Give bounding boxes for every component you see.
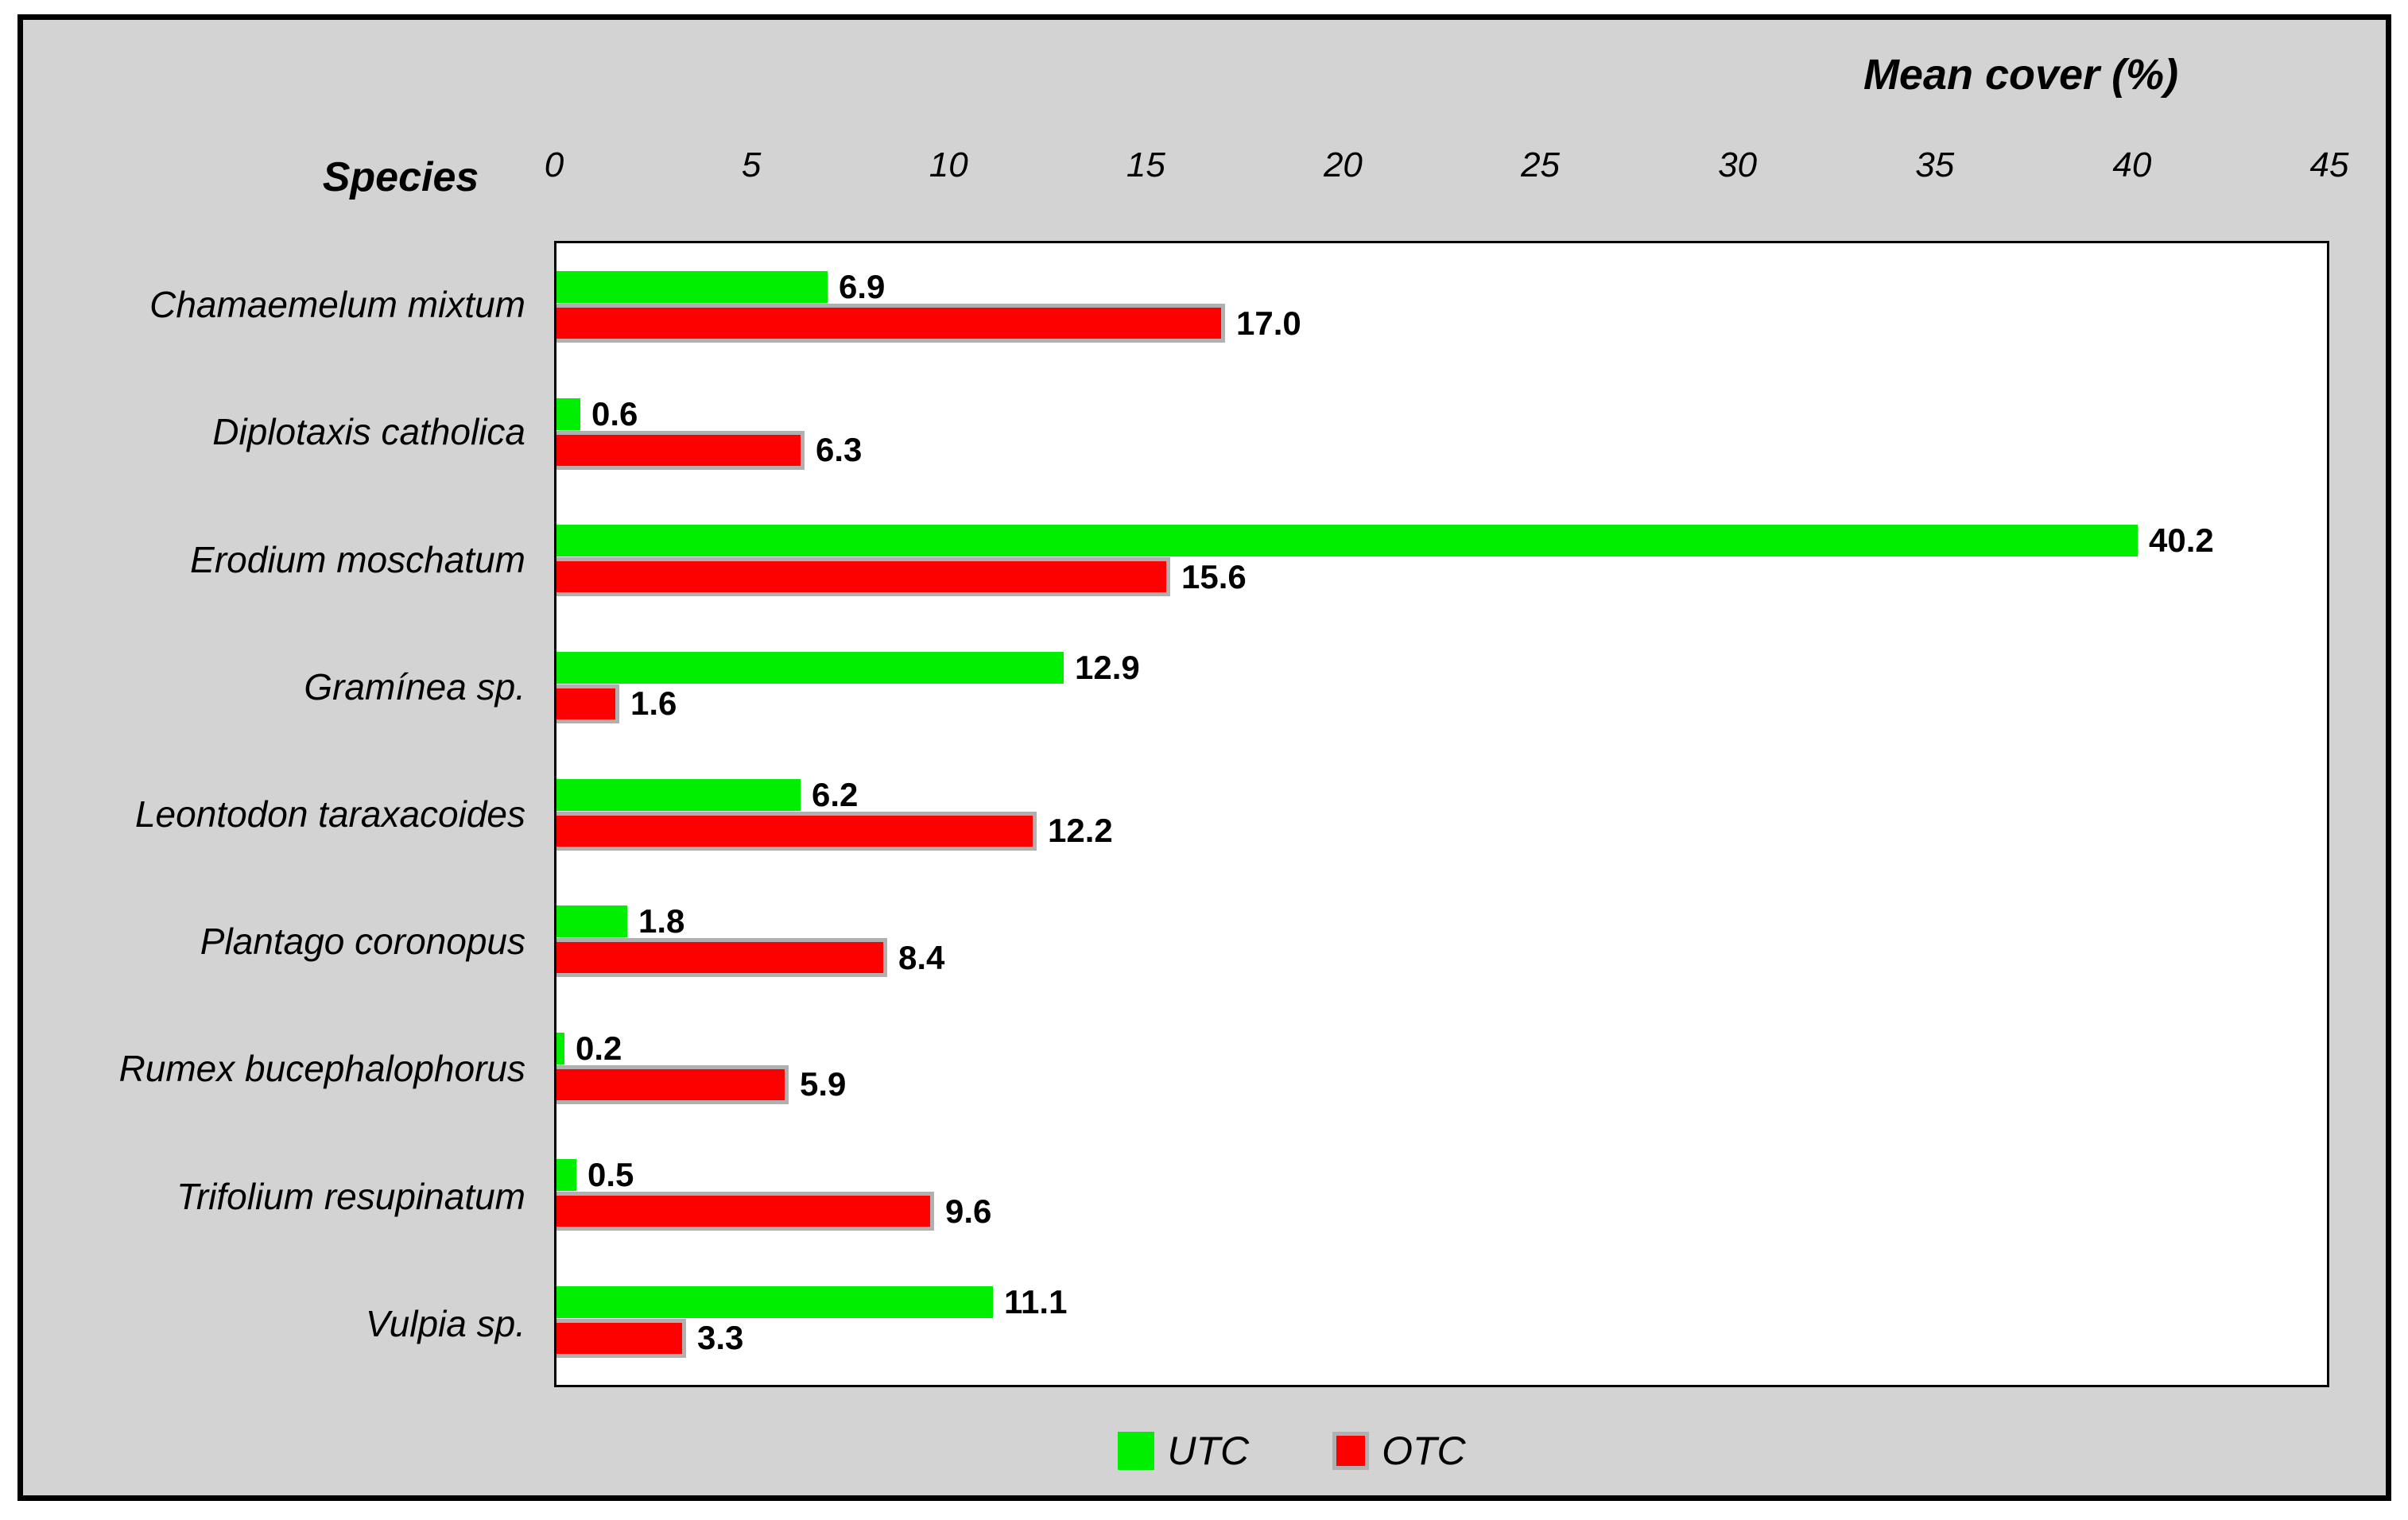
bar-row: 0.2 5.9 <box>556 1004 2327 1131</box>
bar-utc <box>556 271 828 304</box>
bar-line-utc: 6.2 <box>556 775 2327 813</box>
bar-row: 6.9 17.0 <box>556 243 2327 370</box>
value-label-utc: 0.5 <box>587 1156 634 1194</box>
bar-line-utc: 11.1 <box>556 1285 2327 1319</box>
x-tick-label: 15 <box>1126 145 1165 184</box>
value-label-utc: 40.2 <box>2149 522 2214 560</box>
bar-otc <box>556 1192 934 1231</box>
bar-otc <box>556 430 805 470</box>
legend-item-utc: UTC <box>1118 1431 1249 1471</box>
bar-otc <box>556 684 619 723</box>
value-label-utc: 0.2 <box>576 1029 622 1067</box>
bar-utc <box>556 1159 576 1192</box>
bar-line-utc: 0.2 <box>556 1029 2327 1067</box>
value-label-utc: 11.1 <box>1004 1282 1068 1320</box>
chart-figure: Mean cover (%) Species 0 5 10 15 20 25 30 35 40 4… <box>17 14 2391 1501</box>
bar-row: 11.1 3.3 <box>556 1258 2327 1386</box>
bar-utc <box>556 525 2138 557</box>
value-label-otc: 3.3 <box>697 1319 744 1357</box>
value-label-otc: 6.3 <box>816 431 863 469</box>
bar-utc <box>556 1285 993 1318</box>
bar-line-utc: 0.6 <box>556 397 2327 431</box>
bar-line-utc: 1.8 <box>556 905 2327 938</box>
category-label: Gramínea sp. <box>304 665 525 708</box>
legend-item-otc: OTC <box>1332 1431 1466 1471</box>
category-label-column: Chamaemelum mixtum Diplotaxis catholica Er… <box>23 241 525 1387</box>
value-label-utc: 6.2 <box>812 775 859 813</box>
bar-line-utc: 40.2 <box>556 524 2327 557</box>
legend-label: UTC <box>1167 1429 1250 1473</box>
category-label: Leontodon taraxacoides <box>134 793 525 835</box>
value-label-otc: 12.2 <box>1048 812 1113 850</box>
bar-row: 0.6 6.3 <box>556 370 2327 498</box>
legend: UTC OTC <box>111 1431 2408 1471</box>
x-tick-label: 40 <box>2112 145 2152 184</box>
bar-otc <box>556 938 887 978</box>
bar-otc <box>556 811 1037 851</box>
legend-swatch-otc <box>1332 1432 1370 1470</box>
bar-row: 40.2 15.6 <box>556 497 2327 624</box>
bar-otc <box>556 557 1170 597</box>
value-label-utc: 1.8 <box>638 902 685 940</box>
value-label-otc: 15.6 <box>1181 557 1247 595</box>
bar-line-otc: 9.6 <box>556 1192 2327 1231</box>
bar-utc <box>556 397 580 430</box>
value-label-otc: 17.0 <box>1236 304 1301 342</box>
category-label: Trifolium resupinatum <box>176 1175 525 1217</box>
bar-otc <box>556 304 1225 343</box>
bar-line-otc: 15.6 <box>556 557 2327 597</box>
legend-swatch-utc <box>1118 1432 1155 1470</box>
bar-otc <box>556 1318 686 1358</box>
value-label-otc: 1.6 <box>630 684 677 723</box>
x-tick-label: 35 <box>1915 145 1955 184</box>
bar-line-otc: 12.2 <box>556 811 2327 851</box>
x-tick-label: 5 <box>741 145 762 184</box>
value-label-utc: 12.9 <box>1075 648 1140 686</box>
bar-line-otc: 17.0 <box>556 304 2327 343</box>
plot-area: 6.9 17.0 0.6 6.3 40.2 15.6 12.9 1.6 6.2 12.2 1.8 8.… <box>554 241 2329 1387</box>
x-axis-title: Mean cover (%) <box>1863 51 2179 99</box>
category-label: Diplotaxis catholica <box>212 411 525 453</box>
x-tick-label: 45 <box>2309 145 2349 184</box>
bar-line-otc: 6.3 <box>556 430 2327 470</box>
bar-line-otc: 8.4 <box>556 938 2327 978</box>
bar-line-utc: 12.9 <box>556 648 2327 686</box>
value-label-otc: 9.6 <box>945 1192 992 1230</box>
category-label: Rumex bucephalophorus <box>118 1048 525 1090</box>
bar-utc <box>556 1032 564 1064</box>
x-tick-label: 0 <box>544 145 564 184</box>
bar-row: 6.2 12.2 <box>556 750 2327 878</box>
category-label: Vulpia sp. <box>365 1302 525 1344</box>
bar-line-otc: 1.6 <box>556 684 2327 723</box>
bar-row: 1.8 8.4 <box>556 878 2327 1005</box>
bar-utc <box>556 905 627 938</box>
value-label-utc: 6.9 <box>839 268 886 306</box>
bar-line-utc: 0.5 <box>556 1158 2327 1192</box>
x-tick-label: 25 <box>1521 145 1561 184</box>
legend-label: OTC <box>1382 1429 1466 1473</box>
bar-utc <box>556 651 1064 684</box>
value-label-utc: 0.6 <box>591 394 638 432</box>
x-tick-label: 30 <box>1718 145 1758 184</box>
x-axis-tick-row: 0 5 10 15 20 25 30 35 40 45 <box>545 145 2349 190</box>
category-label: Chamaemelum mixtum <box>149 284 525 326</box>
y-axis-title: Species <box>322 154 479 200</box>
x-tick-label: 10 <box>929 145 968 184</box>
bar-line-otc: 5.9 <box>556 1064 2327 1104</box>
bar-utc <box>556 778 801 811</box>
bar-row: 0.5 9.6 <box>556 1131 2327 1258</box>
bar-row: 12.9 1.6 <box>556 624 2327 751</box>
value-label-otc: 5.9 <box>800 1065 847 1103</box>
category-label: Plantago coronopus <box>200 921 525 963</box>
bar-otc <box>556 1064 789 1104</box>
bar-line-otc: 3.3 <box>556 1318 2327 1358</box>
bar-line-utc: 6.9 <box>556 270 2327 304</box>
value-label-otc: 8.4 <box>898 938 945 976</box>
category-label: Erodium moschatum <box>190 538 525 580</box>
x-tick-label: 20 <box>1323 145 1363 184</box>
